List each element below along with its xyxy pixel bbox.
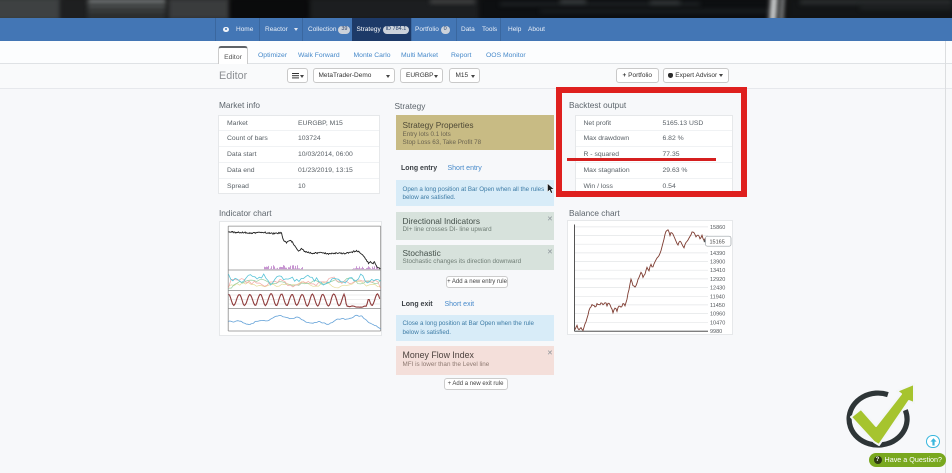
svg-text:10960: 10960	[710, 312, 725, 318]
svg-text:10470: 10470	[710, 320, 725, 326]
svg-text:13410: 13410	[710, 268, 725, 274]
svg-text:12430: 12430	[710, 286, 725, 292]
svg-text:11450: 11450	[710, 303, 725, 309]
svg-text:11940: 11940	[710, 294, 725, 300]
svg-text:9980: 9980	[710, 329, 722, 335]
svg-text:13900: 13900	[710, 260, 725, 266]
svg-text:14390: 14390	[710, 251, 725, 257]
svg-text:15165: 15165	[710, 240, 725, 246]
svg-text:12920: 12920	[710, 277, 725, 283]
svg-text:15860: 15860	[710, 225, 725, 231]
